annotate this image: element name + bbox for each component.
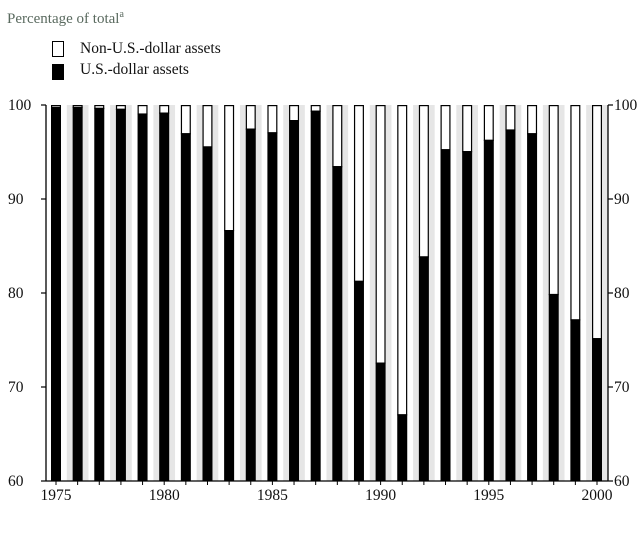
bar-us-dollar	[51, 106, 61, 481]
y-tick-label-right: 100	[614, 97, 638, 114]
bar-non-us-dollar	[570, 104, 581, 321]
bar-us-dollar	[224, 230, 235, 481]
bar-non-us-dollar	[483, 104, 494, 141]
bar-non-us-dollar	[245, 104, 256, 130]
bar-us-dollar	[180, 133, 191, 481]
bar-us-dollar	[570, 319, 581, 481]
bar-non-us-dollar	[267, 104, 278, 134]
y-tick-label-left: 60	[8, 473, 24, 490]
bar-us-dollar	[332, 166, 343, 481]
bar-us-dollar	[245, 128, 256, 481]
bar-non-us-dollar	[418, 104, 429, 258]
bar-us-dollar	[462, 151, 473, 481]
y-tick-label-right: 90	[614, 191, 630, 208]
y-tick-label-left: 90	[8, 191, 24, 208]
legend-label-us-dollar: U.S.-dollar assets	[80, 61, 189, 78]
bar-non-us-dollar	[202, 104, 213, 148]
y-tick-label-right: 80	[614, 285, 630, 302]
bar-us-dollar	[72, 106, 83, 481]
bar-non-us-dollar	[397, 104, 408, 416]
y-axis-unit-label: Percentage of totala	[7, 9, 124, 27]
bar-us-dollar	[505, 129, 516, 481]
bar-us-dollar	[375, 362, 386, 481]
bar-us-dollar	[527, 133, 538, 481]
bar-us-dollar	[94, 107, 105, 481]
bar-us-dollar	[310, 110, 321, 481]
bar-non-us-dollar	[505, 104, 516, 131]
bar-non-us-dollar	[548, 104, 559, 296]
y-tick-label-left: 70	[8, 379, 24, 396]
bar-non-us-dollar	[310, 104, 321, 112]
legend-swatch-white	[52, 41, 64, 57]
bar-non-us-dollar	[375, 104, 386, 364]
bar-us-dollar	[137, 113, 148, 482]
bar-non-us-dollar	[180, 104, 191, 135]
x-tick-label: 1990	[365, 487, 396, 504]
bar-non-us-dollar	[137, 104, 148, 115]
bar-non-us-dollar	[440, 104, 451, 151]
bar-us-dollar	[418, 256, 429, 481]
bar-us-dollar	[159, 112, 170, 482]
bar-us-dollar	[353, 280, 364, 481]
bar-us-dollar	[440, 149, 451, 481]
bar-us-dollar	[592, 338, 602, 481]
x-tick-label: 1980	[149, 487, 180, 504]
x-tick-label: 1975	[41, 487, 72, 504]
footnote-marker: a	[119, 9, 124, 20]
bar-non-us-dollar	[591, 104, 602, 340]
bar-us-dollar	[397, 414, 408, 481]
bar-us-dollar	[289, 120, 300, 481]
y-tick-label-left: 80	[8, 285, 24, 302]
bar-non-us-dollar	[462, 104, 473, 153]
x-tick-label: 2000	[582, 487, 613, 504]
x-tick-label: 1995	[473, 487, 504, 504]
legend-label-non-us-dollar: Non-U.S.-dollar assets	[80, 40, 221, 57]
bar-us-dollar	[548, 293, 559, 481]
bar-us-dollar	[483, 139, 494, 481]
y-tick-label-right: 70	[614, 379, 630, 396]
y-tick-label-right: 60	[614, 473, 630, 490]
bar-us-dollar	[202, 146, 213, 482]
bar-non-us-dollar	[289, 104, 300, 122]
bar-non-us-dollar	[527, 104, 538, 135]
bar-non-us-dollar	[224, 104, 235, 232]
bar-non-us-dollar	[353, 104, 364, 282]
x-tick-label: 1985	[257, 487, 288, 504]
bar-us-dollar	[115, 108, 126, 481]
bar-non-us-dollar	[159, 104, 170, 114]
bar-us-dollar	[267, 132, 278, 481]
bar-non-us-dollar	[332, 104, 343, 168]
legend-swatch-black	[52, 64, 64, 80]
y-tick-label-left: 100	[8, 97, 32, 114]
